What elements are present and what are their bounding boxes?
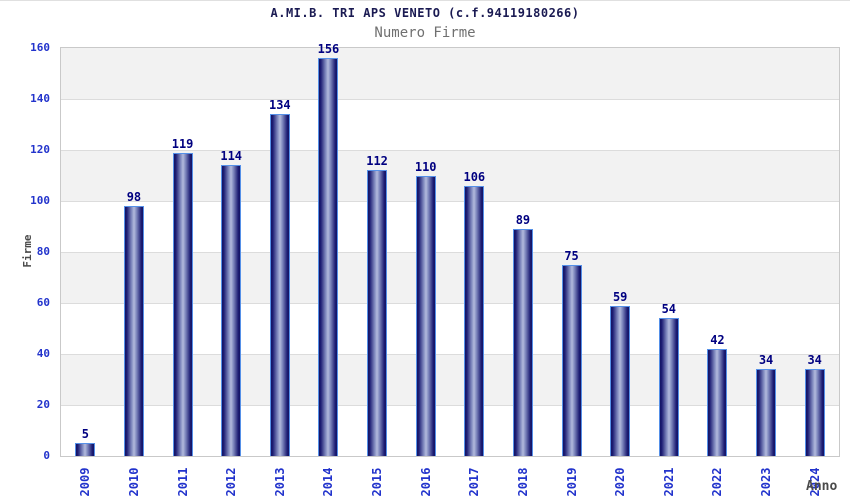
bar-value-label: 114 [220, 149, 243, 164]
bar-value-label: 89 [515, 213, 531, 228]
x-tick-label: 2013 [272, 467, 287, 497]
y-tick-label: 80 [36, 245, 50, 258]
bar [610, 305, 631, 456]
bar [561, 264, 582, 456]
plot-area [60, 47, 840, 457]
x-tick-label: 2014 [321, 467, 336, 497]
x-tick-label: 2017 [467, 467, 482, 497]
x-tick-label: 2015 [370, 467, 385, 497]
y-tick-label: 140 [30, 92, 50, 105]
plot-band [61, 48, 839, 99]
x-tick-label: 2023 [759, 467, 774, 497]
bar [318, 58, 339, 456]
bar-value-label: 75 [564, 248, 579, 263]
gridline [61, 201, 839, 202]
chart-title: A.MI.B. TRI APS VENETO (c.f.94119180266) [270, 6, 580, 20]
x-tick-label: 2010 [126, 467, 141, 497]
bar-value-label: 54 [661, 302, 677, 317]
x-tick-label: 2020 [613, 467, 628, 497]
bar [269, 114, 290, 456]
bar [221, 165, 242, 456]
chart-subtitle: Numero Firme [374, 25, 476, 41]
gridline [61, 99, 839, 100]
bar-value-label: 59 [612, 289, 628, 304]
gridline [61, 405, 839, 406]
x-axis-title: Anno [806, 479, 838, 494]
bar [804, 369, 825, 456]
bar-value-label: 112 [366, 154, 388, 169]
bar-value-label: 110 [414, 159, 437, 174]
y-tick-label: 40 [36, 347, 50, 360]
bar [172, 152, 193, 456]
bar [367, 170, 388, 456]
y-tick-label: 120 [30, 143, 50, 156]
bar-value-label: 42 [710, 332, 725, 347]
y-tick-label: 100 [30, 194, 50, 207]
bar [707, 348, 728, 456]
bar-value-label: 134 [268, 98, 291, 113]
gridline [61, 150, 839, 151]
bar-value-label: 106 [463, 169, 486, 184]
x-tick-label: 2011 [175, 467, 190, 497]
y-tick-label: 0 [43, 449, 50, 462]
y-tick-label: 60 [36, 296, 50, 309]
bar-value-label: 34 [758, 353, 774, 368]
y-tick-label: 20 [36, 398, 50, 411]
x-tick-label: 2018 [515, 467, 530, 497]
bar [123, 206, 144, 456]
bar-value-label: 34 [807, 353, 822, 368]
bar [75, 443, 96, 456]
x-tick-label: 2019 [564, 467, 579, 497]
gridline [61, 303, 839, 304]
bar-value-label: 119 [171, 136, 194, 151]
x-tick-label: 2021 [661, 467, 676, 497]
y-tick-label: 160 [30, 41, 50, 54]
x-tick-label: 2009 [78, 467, 93, 497]
x-tick-label: 2016 [418, 467, 433, 497]
bar-value-label: 156 [317, 42, 340, 57]
bar [512, 229, 533, 456]
x-tick-label: 2022 [710, 467, 725, 497]
bar [464, 185, 485, 456]
plot-band [61, 99, 839, 150]
bar-value-label: 5 [81, 427, 89, 442]
bar [415, 175, 436, 456]
bar [658, 318, 679, 456]
gridline [61, 354, 839, 355]
bar-value-label: 98 [126, 190, 142, 205]
gridline [61, 252, 839, 253]
x-tick-label: 2012 [224, 467, 239, 497]
bar [756, 369, 777, 456]
